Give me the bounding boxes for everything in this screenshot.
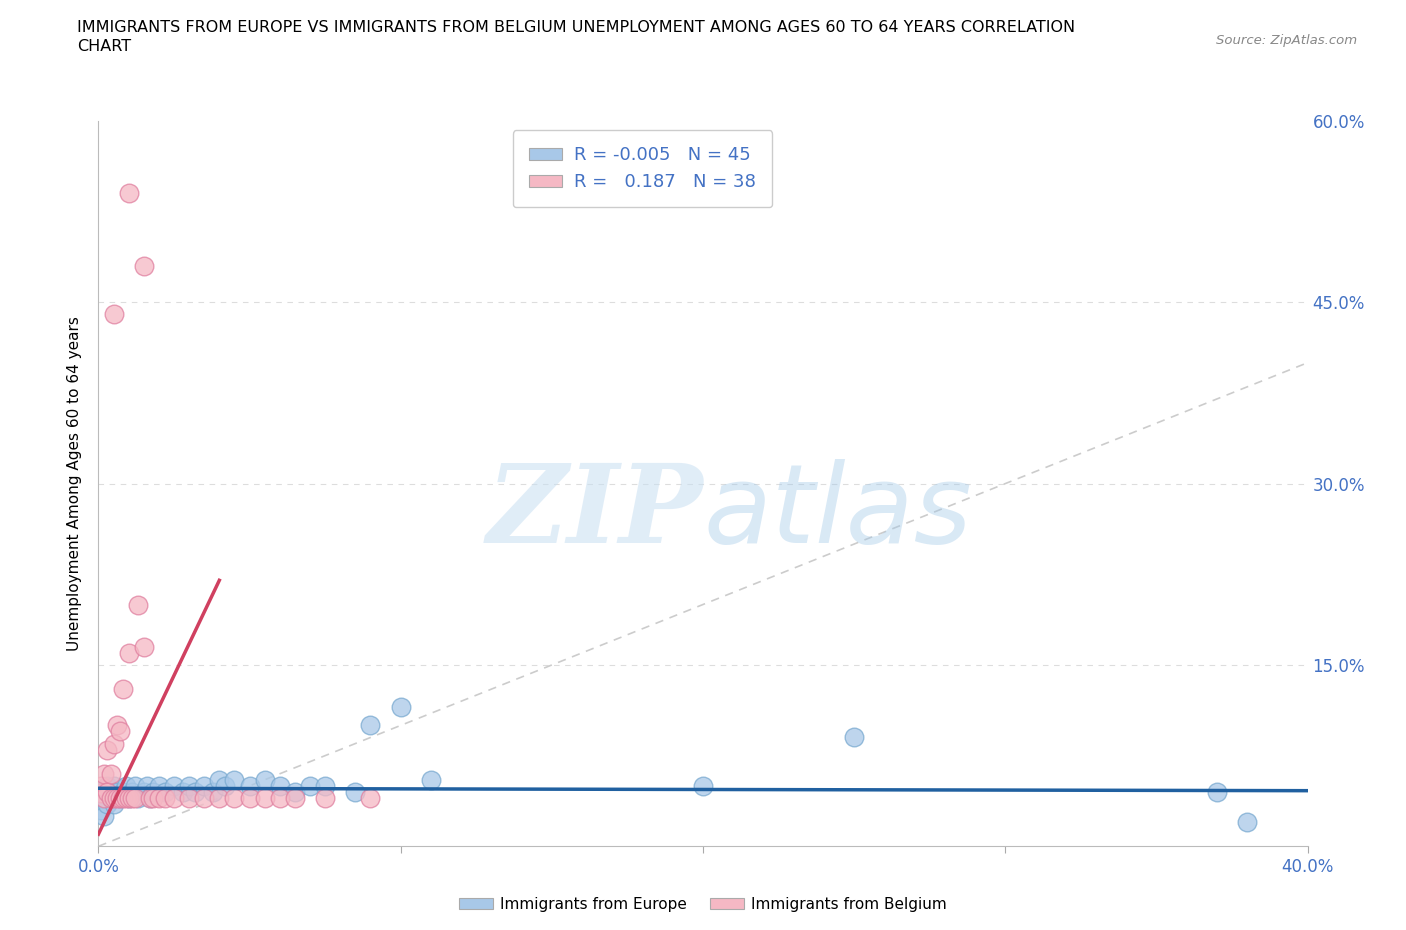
Point bbox=[103, 307, 125, 322]
Point bbox=[93, 790, 115, 805]
Point bbox=[208, 772, 231, 787]
Point bbox=[108, 724, 131, 738]
Point bbox=[90, 786, 112, 801]
Point bbox=[118, 186, 141, 201]
Point bbox=[93, 790, 115, 805]
Point bbox=[172, 785, 194, 800]
Point bbox=[121, 785, 143, 800]
Point bbox=[148, 790, 170, 805]
Legend: Immigrants from Europe, Immigrants from Belgium: Immigrants from Europe, Immigrants from … bbox=[453, 891, 953, 918]
Point bbox=[193, 790, 215, 805]
Point bbox=[420, 772, 443, 787]
Legend: R = -0.005   N = 45, R =   0.187   N = 38: R = -0.005 N = 45, R = 0.187 N = 38 bbox=[513, 130, 772, 207]
Point bbox=[132, 785, 155, 800]
Point bbox=[93, 809, 115, 824]
Point bbox=[239, 790, 262, 805]
Text: IMMIGRANTS FROM EUROPE VS IMMIGRANTS FROM BELGIUM UNEMPLOYMENT AMONG AGES 60 TO : IMMIGRANTS FROM EUROPE VS IMMIGRANTS FRO… bbox=[77, 20, 1076, 35]
Point bbox=[90, 803, 112, 817]
Point bbox=[96, 785, 118, 800]
Point bbox=[114, 778, 136, 793]
Point bbox=[1206, 785, 1229, 800]
Point bbox=[105, 785, 128, 800]
Point bbox=[103, 796, 125, 811]
Point bbox=[389, 700, 412, 715]
Point bbox=[118, 790, 141, 805]
Point bbox=[132, 259, 155, 273]
Point bbox=[111, 790, 134, 805]
Point bbox=[253, 790, 276, 805]
Point bbox=[111, 785, 134, 800]
Point bbox=[124, 778, 146, 793]
Point bbox=[284, 790, 307, 805]
Point bbox=[153, 790, 176, 805]
Point bbox=[299, 778, 322, 793]
Point bbox=[139, 790, 162, 805]
Text: CHART: CHART bbox=[77, 39, 131, 54]
Point bbox=[90, 778, 112, 793]
Point bbox=[127, 597, 149, 612]
Point bbox=[105, 718, 128, 733]
Point bbox=[269, 790, 291, 805]
Point bbox=[153, 785, 176, 800]
Text: Source: ZipAtlas.com: Source: ZipAtlas.com bbox=[1216, 34, 1357, 47]
Text: ZIP: ZIP bbox=[486, 458, 703, 566]
Point bbox=[344, 785, 367, 800]
Point bbox=[132, 640, 155, 655]
Point bbox=[163, 790, 186, 805]
Point bbox=[118, 790, 141, 805]
Point bbox=[253, 772, 276, 787]
Point bbox=[360, 718, 382, 733]
Point bbox=[214, 778, 236, 793]
Point bbox=[121, 790, 143, 805]
Point bbox=[96, 742, 118, 757]
Point bbox=[224, 772, 246, 787]
Point bbox=[100, 766, 122, 781]
Point bbox=[284, 785, 307, 800]
Point bbox=[179, 778, 201, 793]
Point bbox=[114, 790, 136, 805]
Point bbox=[193, 778, 215, 793]
Point bbox=[124, 790, 146, 805]
Point bbox=[202, 785, 225, 800]
Point bbox=[692, 778, 714, 793]
Point bbox=[105, 790, 128, 805]
Point bbox=[135, 778, 157, 793]
Point bbox=[96, 796, 118, 811]
Point bbox=[844, 730, 866, 745]
Point bbox=[184, 785, 207, 800]
Point bbox=[96, 778, 118, 793]
Point bbox=[111, 682, 134, 697]
Point bbox=[100, 790, 122, 805]
Point bbox=[103, 790, 125, 805]
Point bbox=[103, 778, 125, 793]
Point bbox=[139, 790, 162, 805]
Point bbox=[148, 778, 170, 793]
Point bbox=[1236, 815, 1258, 830]
Point bbox=[314, 778, 336, 793]
Point bbox=[224, 790, 246, 805]
Point bbox=[103, 737, 125, 751]
Point bbox=[100, 790, 122, 805]
Point bbox=[108, 790, 131, 805]
Point bbox=[108, 790, 131, 805]
Point bbox=[142, 785, 165, 800]
Point bbox=[269, 778, 291, 793]
Point bbox=[360, 790, 382, 805]
Point bbox=[163, 778, 186, 793]
Point bbox=[208, 790, 231, 805]
Point bbox=[142, 790, 165, 805]
Point bbox=[93, 766, 115, 781]
Point bbox=[127, 790, 149, 805]
Point bbox=[239, 778, 262, 793]
Point bbox=[314, 790, 336, 805]
Text: atlas: atlas bbox=[703, 459, 972, 566]
Point bbox=[118, 645, 141, 660]
Point bbox=[179, 790, 201, 805]
Y-axis label: Unemployment Among Ages 60 to 64 years: Unemployment Among Ages 60 to 64 years bbox=[67, 316, 83, 651]
